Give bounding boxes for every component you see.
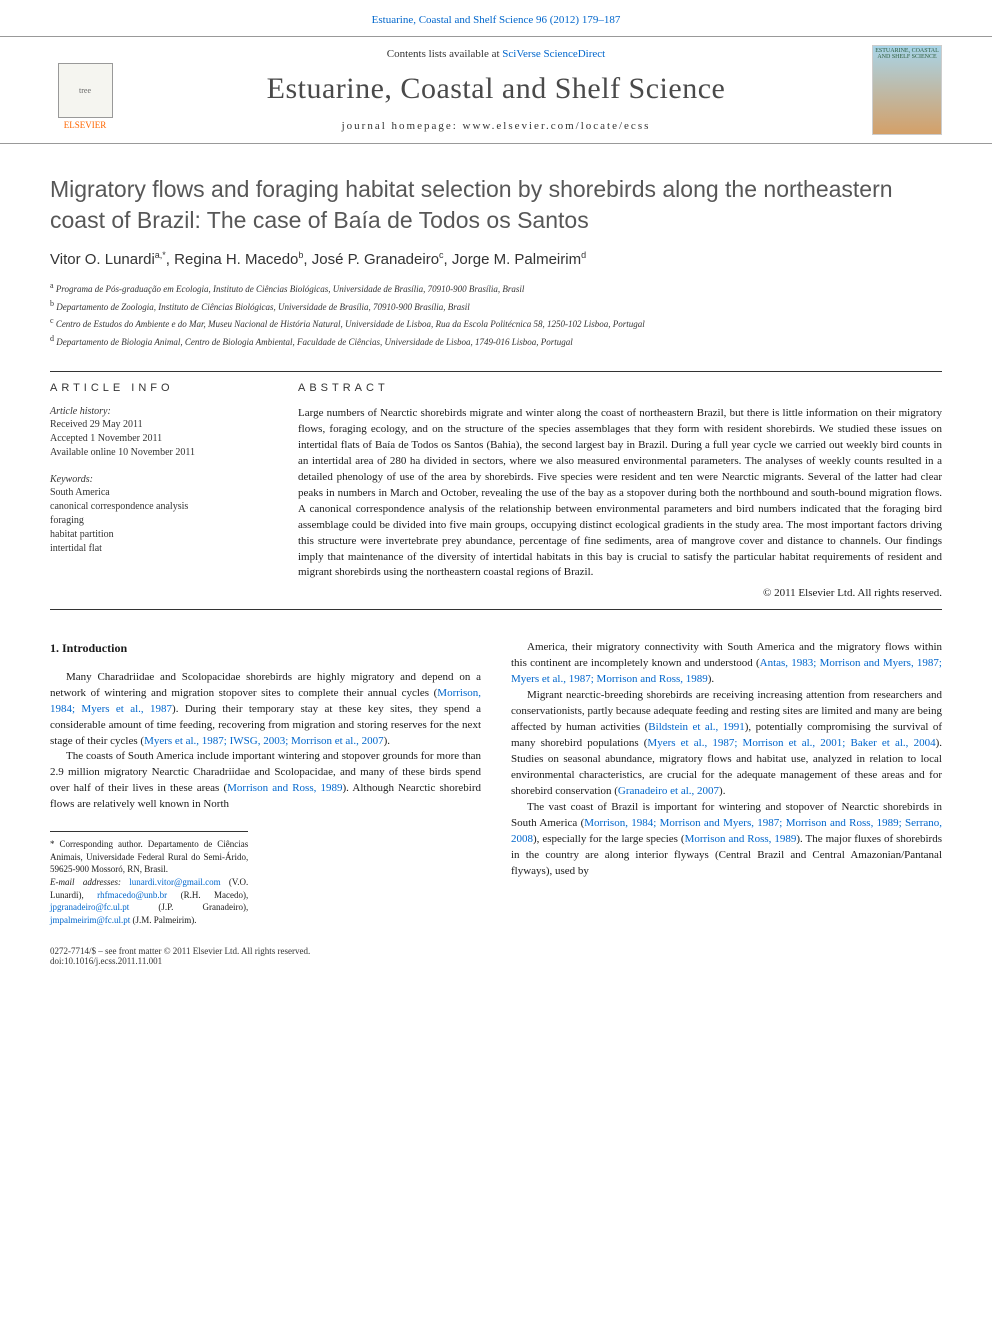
article-main: Migratory flows and foraging habitat sel…	[0, 144, 992, 946]
footnotes: * Corresponding author. Departamento de …	[50, 831, 248, 926]
citation-link[interactable]: Bildstein et al., 1991	[648, 721, 744, 733]
footer-left: 0272-7714/$ – see front matter © 2011 El…	[50, 946, 310, 966]
author[interactable]: Vitor O. Lunardia,*	[50, 251, 166, 268]
journal-homepage: journal homepage: www.elsevier.com/locat…	[120, 120, 872, 132]
info-abstract-row: ARTICLE INFO Article history: Received 2…	[50, 371, 942, 610]
homepage-url[interactable]: www.elsevier.com/locate/ecss	[463, 120, 651, 132]
email-link[interactable]: jpgranadeiro@fc.ul.pt	[50, 902, 129, 912]
author[interactable]: Jorge M. Palmeirimd	[452, 251, 586, 268]
citation-link[interactable]: Antas, 1983; Morrison and Myers, 1987; M…	[511, 657, 942, 685]
masthead-center: Contents lists available at SciVerse Sci…	[120, 48, 872, 132]
citation-link[interactable]: Myers et al., 1987; Morrison et al., 200…	[647, 737, 935, 749]
keywords-text: South Americacanonical correspondence an…	[50, 486, 264, 556]
body-paragraph: The coasts of South America include impo…	[50, 749, 481, 813]
author[interactable]: Regina H. Macedob	[174, 251, 303, 268]
journal-title: Estuarine, Coastal and Shelf Science	[120, 72, 872, 106]
history-label: Article history:	[50, 406, 264, 417]
article-info-heading: ARTICLE INFO	[50, 382, 264, 394]
body-paragraph: The vast coast of Brazil is important fo…	[511, 800, 942, 880]
affiliation: d Departamento de Biologia Animal, Centr…	[50, 333, 942, 350]
citation-link[interactable]: Morrison and Ross, 1989	[227, 782, 342, 794]
abstract-column: ABSTRACT Large numbers of Nearctic shore…	[280, 372, 942, 609]
elsevier-tree-icon: tree	[58, 63, 113, 118]
sciencedirect-link[interactable]: SciVerse ScienceDirect	[502, 48, 605, 60]
keywords-block: Keywords: South Americacanonical corresp…	[50, 474, 264, 556]
body-paragraph: Many Charadriidae and Scolopacidae shore…	[50, 670, 481, 750]
body-paragraph: America, their migratory connectivity wi…	[511, 640, 942, 688]
author[interactable]: José P. Granadeiroc	[312, 251, 444, 268]
journal-cover-thumbnail[interactable]: ESTUARINE, COASTAL AND SHELF SCIENCE	[872, 45, 942, 135]
article-title: Migratory flows and foraging habitat sel…	[50, 174, 942, 236]
body-columns: 1. Introduction Many Charadriidae and Sc…	[50, 640, 942, 926]
history-text: Received 29 May 2011Accepted 1 November …	[50, 418, 264, 460]
citation-link[interactable]: Morrison, 1984; Myers et al., 1987	[50, 687, 481, 715]
article-history-block: Article history: Received 29 May 2011Acc…	[50, 406, 264, 460]
abstract-copyright: © 2011 Elsevier Ltd. All rights reserved…	[298, 587, 942, 599]
elsevier-label: ELSEVIER	[64, 120, 107, 130]
body-paragraph: Migrant nearctic-breeding shorebirds are…	[511, 688, 942, 800]
article-info: ARTICLE INFO Article history: Received 2…	[50, 372, 280, 609]
contents-line: Contents lists available at SciVerse Sci…	[120, 48, 872, 60]
homepage-label: journal homepage:	[342, 120, 463, 132]
abstract-text: Large numbers of Nearctic shorebirds mig…	[298, 406, 942, 581]
affiliations: a Programa de Pós-graduação em Ecologia,…	[50, 280, 942, 349]
masthead: tree ELSEVIER Contents lists available a…	[0, 36, 992, 144]
affiliation: a Programa de Pós-graduação em Ecologia,…	[50, 280, 942, 297]
citation-link[interactable]: Myers et al., 1987; IWSG, 2003; Morrison…	[144, 735, 384, 747]
page-footer: 0272-7714/$ – see front matter © 2011 El…	[0, 946, 992, 986]
email-link[interactable]: jmpalmeirim@fc.ul.pt	[50, 915, 130, 925]
author-list: Vitor O. Lunardia,*, Regina H. Macedob, …	[50, 250, 942, 268]
contents-prefix: Contents lists available at	[387, 48, 502, 60]
left-column: 1. Introduction Many Charadriidae and Sc…	[50, 640, 481, 926]
email-link[interactable]: lunardi.vitor@gmail.com	[129, 877, 220, 887]
citation-link[interactable]: Granadeiro et al., 2007	[618, 785, 719, 797]
email-link[interactable]: rhfmacedo@unb.br	[97, 890, 167, 900]
citation-link[interactable]: Morrison and Ross, 1989	[685, 833, 797, 845]
affiliation: c Centro de Estudos do Ambiente e do Mar…	[50, 315, 942, 332]
issn-line: 0272-7714/$ – see front matter © 2011 El…	[50, 946, 310, 956]
section-heading-intro: 1. Introduction	[50, 640, 481, 657]
corresponding-author: * Corresponding author. Departamento de …	[50, 838, 248, 876]
keywords-label: Keywords:	[50, 474, 264, 485]
doi[interactable]: doi:10.1016/j.ecss.2011.11.001	[50, 956, 310, 966]
email-addresses: E-mail addresses: lunardi.vitor@gmail.co…	[50, 876, 248, 926]
abstract-heading: ABSTRACT	[298, 382, 942, 394]
affiliation: b Departamento de Zoologia, Instituto de…	[50, 298, 942, 315]
issue-citation[interactable]: Estuarine, Coastal and Shelf Science 96 …	[0, 0, 992, 36]
publisher-logo[interactable]: tree ELSEVIER	[50, 50, 120, 130]
right-column: America, their migratory connectivity wi…	[511, 640, 942, 926]
